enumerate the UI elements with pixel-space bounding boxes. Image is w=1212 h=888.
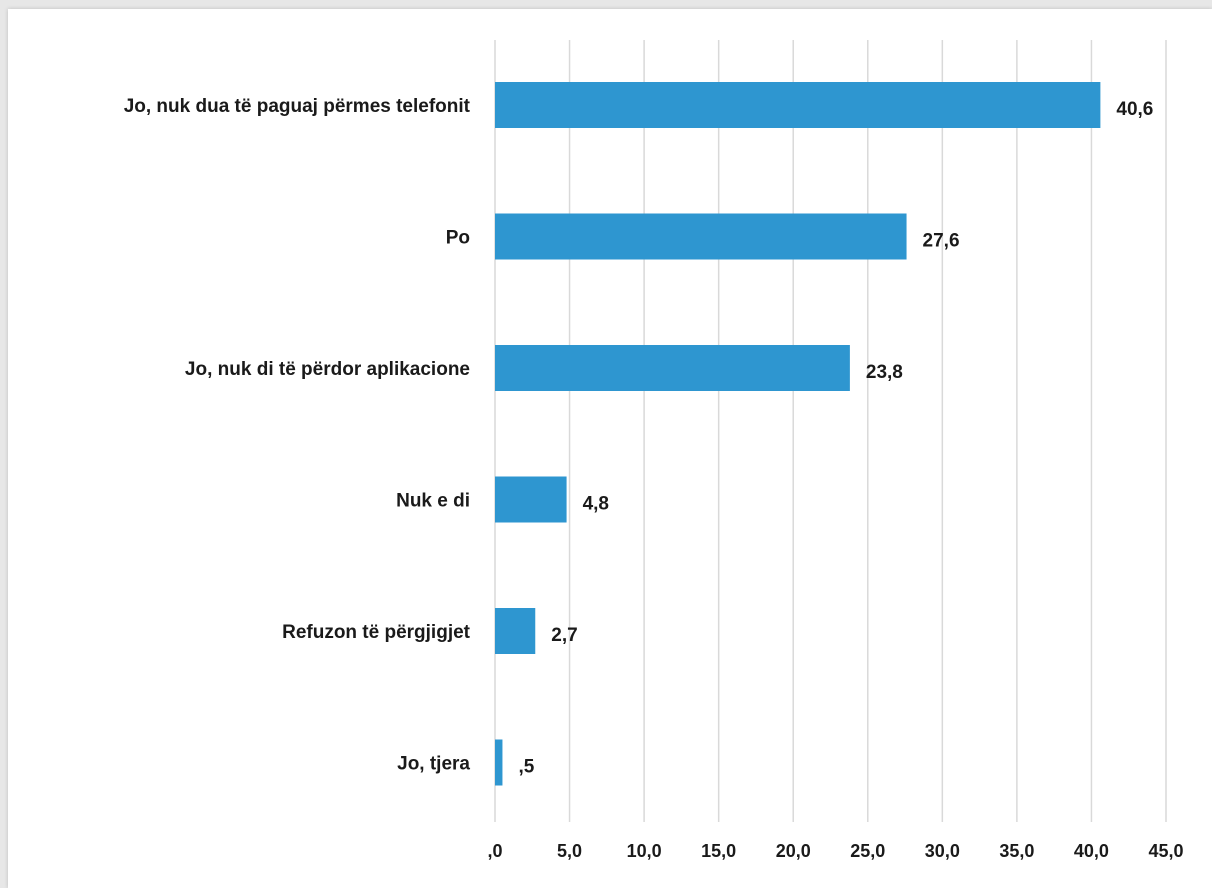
data-label: 23,8 (866, 362, 903, 383)
x-tick-label: 5,0 (557, 841, 582, 861)
category-label: Po (446, 228, 470, 249)
x-tick-label: 20,0 (776, 841, 811, 861)
x-tick-label: 45,0 (1148, 841, 1183, 861)
bar (495, 82, 1101, 128)
data-label: 2,7 (551, 625, 577, 646)
x-tick-label: 35,0 (999, 841, 1034, 861)
data-label: 40,6 (1116, 99, 1153, 120)
x-tick-label: ,0 (487, 841, 502, 861)
bar (495, 345, 850, 391)
category-label: Jo, nuk dua të paguaj përmes telefonit (124, 96, 471, 117)
chart-frame (8, 9, 1212, 888)
category-label: Nuk e di (396, 491, 470, 512)
data-label: 27,6 (923, 231, 960, 252)
x-tick-label: 30,0 (925, 841, 960, 861)
x-tick-label: 40,0 (1074, 841, 1109, 861)
category-label: Refuzon të përgjigjet (282, 622, 471, 643)
data-label: 4,8 (583, 494, 609, 515)
bar (495, 608, 536, 654)
bar (495, 213, 907, 260)
x-tick-label: 10,0 (627, 841, 662, 861)
category-label: Jo, nuk di të përdor aplikacione (185, 359, 470, 380)
category-label: Jo, tjera (397, 754, 470, 775)
data-label: ,5 (518, 757, 534, 778)
x-tick-label: 15,0 (701, 841, 736, 861)
x-tick-label: 25,0 (850, 841, 885, 861)
bar (495, 476, 567, 523)
bar (495, 739, 503, 786)
